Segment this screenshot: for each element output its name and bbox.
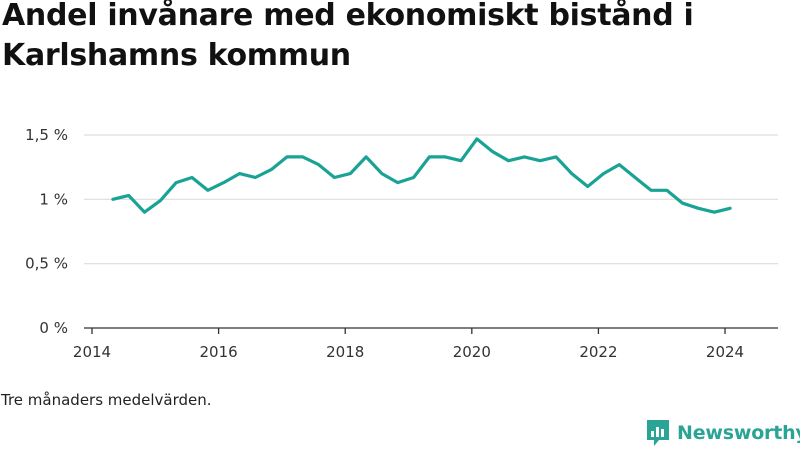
x-tick-label: 2020 — [453, 343, 491, 361]
y-tick-label: 1 % — [39, 190, 68, 208]
x-tick-label: 2022 — [579, 343, 617, 361]
x-tick-label: 2024 — [706, 343, 744, 361]
series-layer — [111, 137, 732, 214]
y-axis-labels: 0 % 0,5 % 1 % 1,5 % — [25, 126, 68, 337]
x-axis-labels: 2014 2016 2018 2020 2022 2024 — [73, 343, 744, 361]
x-tick-label: 2014 — [73, 343, 111, 361]
x-tick-label: 2016 — [200, 343, 238, 361]
y-tick-label: 0,5 % — [25, 255, 68, 273]
x-tick-label: 2018 — [326, 343, 364, 361]
series-line — [111, 137, 732, 214]
gridlines — [84, 134, 778, 265]
newsworthy-logo-text: Newsworthy — [677, 422, 800, 444]
y-tick-label: 1,5 % — [25, 126, 68, 144]
newsworthy-logo-icon — [647, 420, 669, 446]
y-tick-label: 0 % — [39, 319, 68, 337]
newsworthy-logo[interactable]: Newsworthy — [645, 418, 800, 448]
footnote: Tre månaders medelvärden. — [1, 391, 212, 409]
x-axis — [84, 327, 778, 334]
chart-title: Andel invånare med ekonomiskt bistånd i … — [2, 0, 694, 73]
